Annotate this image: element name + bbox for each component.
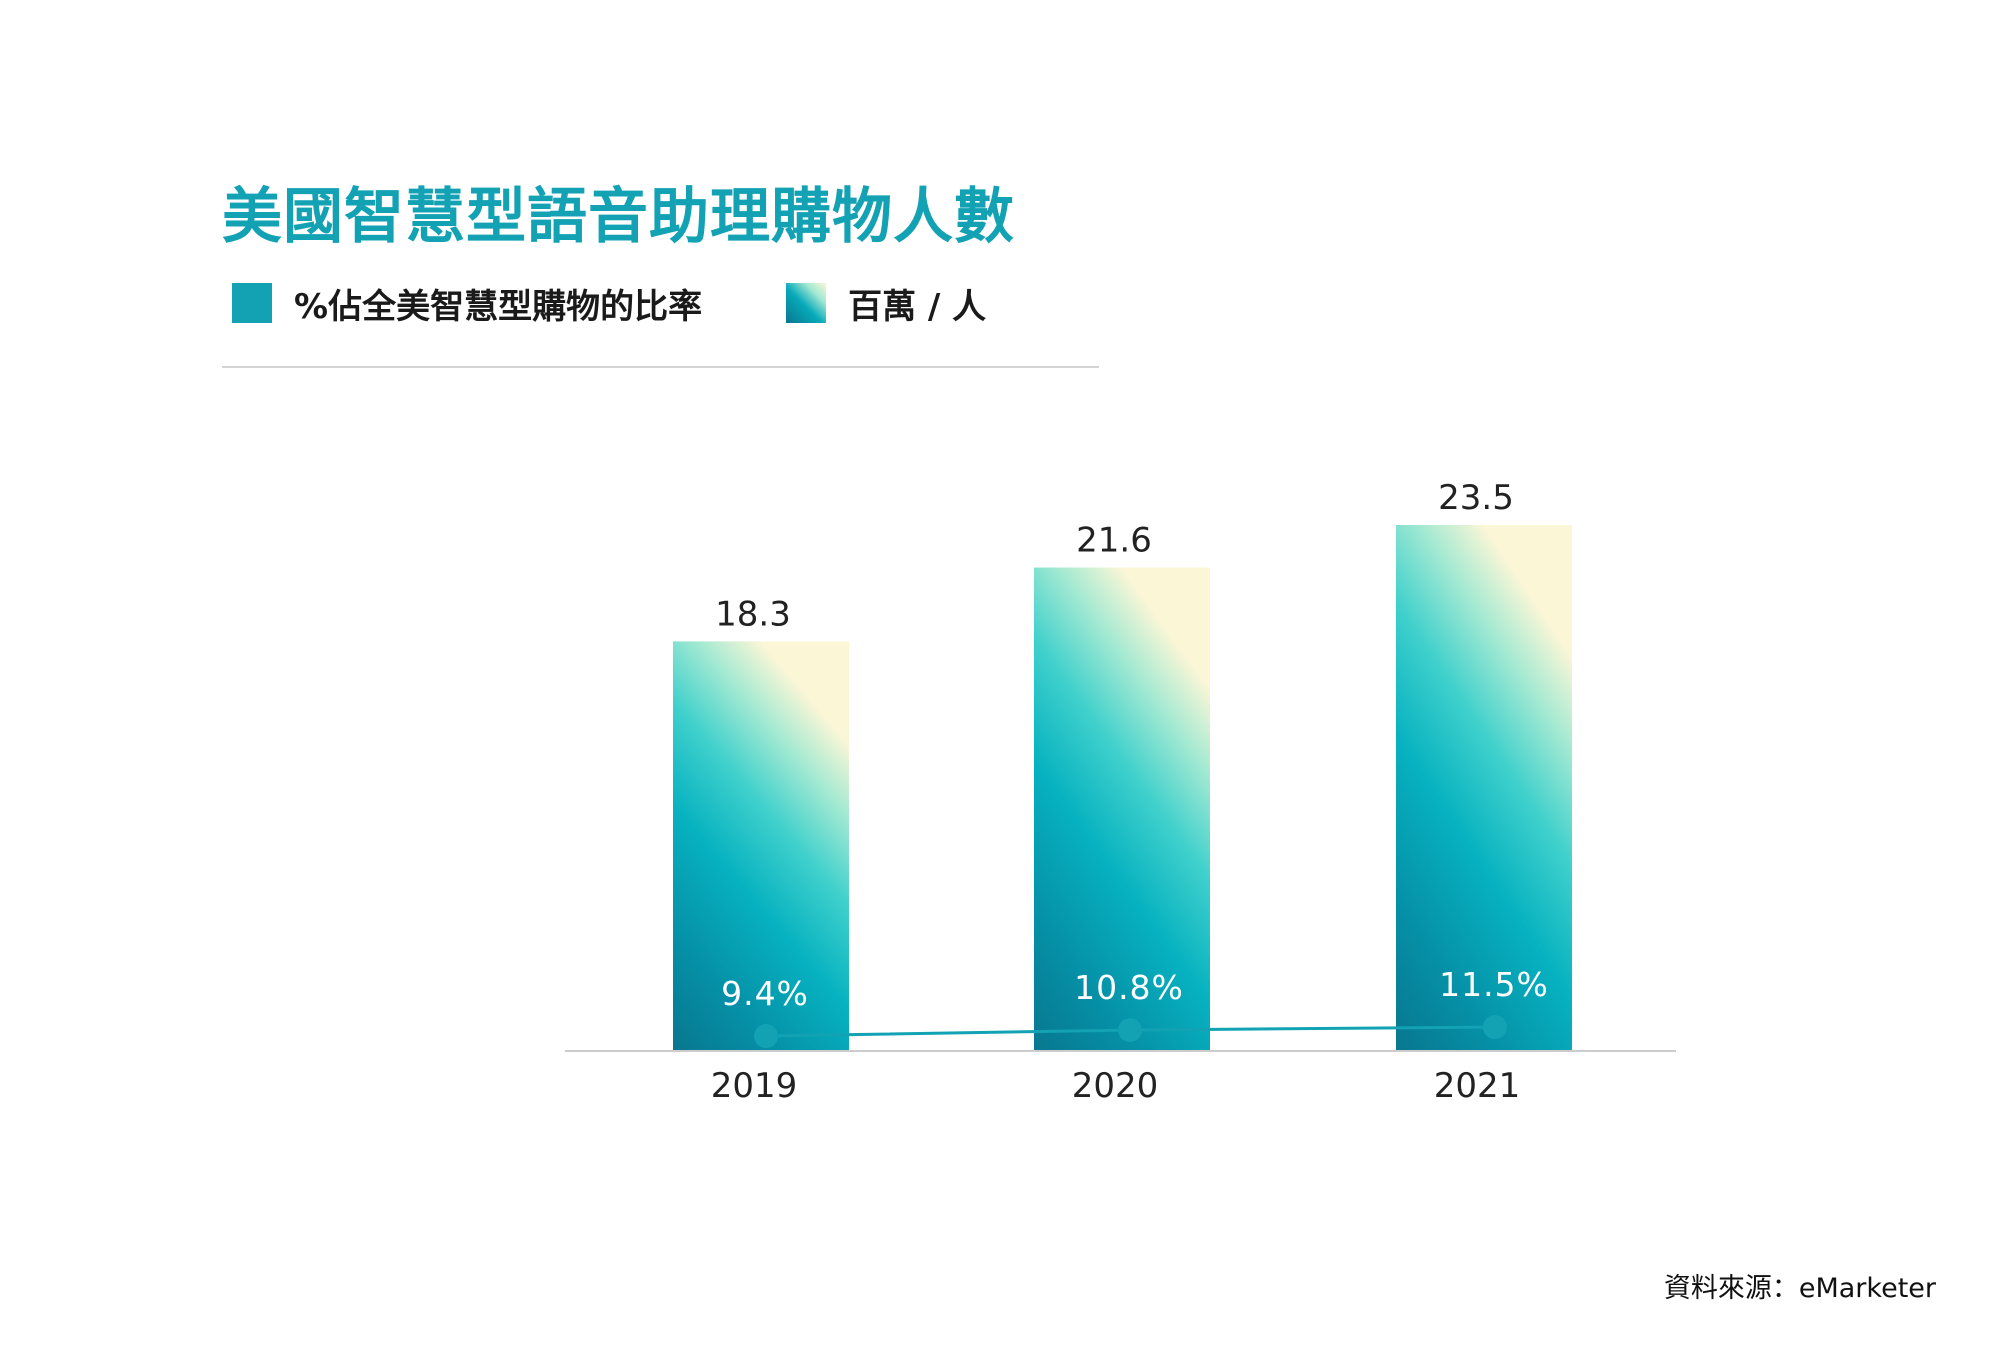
bar-value-label: 21.6 (1076, 521, 1152, 561)
rate-value-label: 9.4% (721, 974, 809, 1013)
legend-item-people: 百萬 / 人 (786, 279, 986, 328)
source-note: 資料來源：eMarketer (1663, 1273, 1936, 1304)
rate-point-2019 (754, 1024, 778, 1048)
bar-2021 (1396, 525, 1572, 1051)
legend: %佔全美智慧型購物的比率 百萬 / 人 (232, 278, 986, 328)
x-tick-label: 2019 (711, 1066, 798, 1106)
x-tick-label: 2021 (1434, 1066, 1521, 1106)
header-divider (222, 366, 1099, 368)
bar-value-label: 23.5 (1438, 478, 1514, 518)
x-tick-label: 2020 (1072, 1066, 1159, 1106)
rate-point-2020 (1118, 1018, 1142, 1043)
rate-value-label: 11.5% (1439, 965, 1549, 1004)
legend-item-rate: %佔全美智慧型購物的比率 (232, 279, 702, 328)
rate-line-layer (754, 1015, 1507, 1048)
rate-value-label: 10.8% (1074, 968, 1184, 1007)
bar-2020 (1034, 567, 1210, 1051)
legend-label-people: 百萬 / 人 (848, 286, 987, 327)
chart-title: 美國智慧型語音助理購物人數 (222, 182, 1015, 252)
bar-2019 (673, 641, 849, 1051)
legend-swatch-rate (232, 283, 272, 323)
bars-layer (673, 525, 1572, 1051)
labels-layer: 18.3 2019 21.6 2020 23.5 2021 9.4% 10.8% 11.5% (711, 478, 1549, 1106)
legend-label-rate: %佔全美智慧型購物的比率 (294, 286, 703, 327)
bar-value-label: 18.3 (715, 594, 791, 634)
rate-point-2021 (1483, 1015, 1507, 1040)
legend-swatch-people (786, 283, 827, 323)
